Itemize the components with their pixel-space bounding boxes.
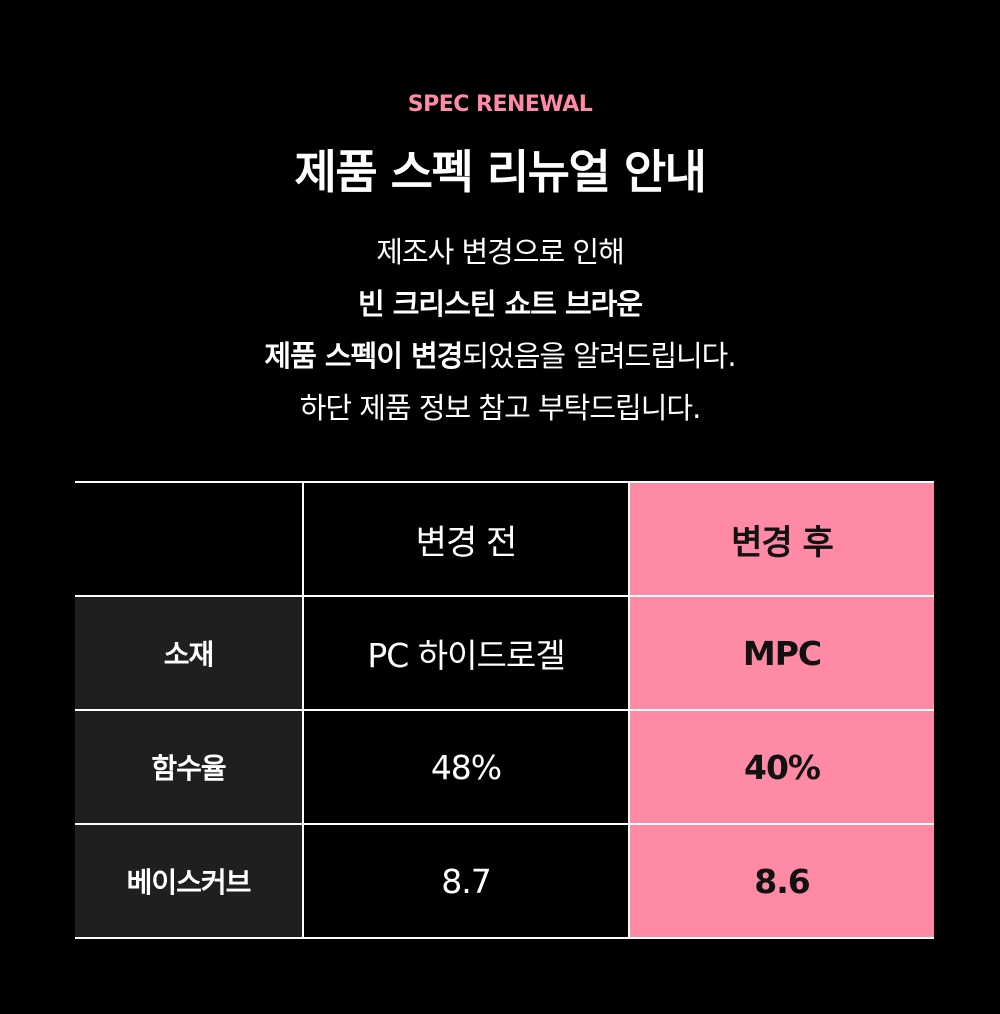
product-name: 빈 크리스틴 쇼트 브라운 <box>357 287 643 321</box>
spec-comparison-table: 변경 전 변경 후 소재 PC 하이드로겔 MPC 함수율 48% 40% 베이… <box>75 481 934 939</box>
notice-line-2: 빈 크리스틴 쇼트 브라운 <box>0 278 1000 330</box>
base-curve-after: 8.6 <box>628 823 934 938</box>
header-empty-cell <box>75 482 304 597</box>
water-content-after: 40% <box>628 709 934 825</box>
table-header-row: 변경 전 변경 후 <box>75 482 934 597</box>
notice-line-3-bold: 제품 스펙이 변경 <box>264 339 463 373</box>
notice-line-3-rest: 되었음을 알려드립니다. <box>462 339 736 373</box>
table-row: 베이스커브 8.7 8.6 <box>75 823 934 938</box>
notice-line-1: 제조사 변경으로 인해 <box>376 235 625 269</box>
notice-line-3: 제품 스펙이 변경되었음을 알려드립니다. <box>0 330 1000 382</box>
material-before: PC 하이드로겔 <box>302 595 630 711</box>
page-title: 제품 스펙 리뉴얼 안내 <box>294 145 707 199</box>
notice-line-4: 하단 제품 정보 참고 부탁드립니다. <box>299 391 702 425</box>
water-content-before: 48% <box>302 709 630 825</box>
header-before: 변경 전 <box>302 482 630 597</box>
row-label-water-content: 함수율 <box>75 709 304 825</box>
base-curve-before: 8.7 <box>302 823 630 938</box>
eyebrow-text: SPEC RENEWAL <box>407 92 593 117</box>
notice-text: 제조사 변경으로 인해 빈 크리스틴 쇼트 브라운 제품 스펙이 변경되었음을 … <box>0 226 1000 434</box>
row-label-base-curve: 베이스커브 <box>75 823 304 938</box>
row-label-material: 소재 <box>75 595 304 711</box>
table-row: 소재 PC 하이드로겔 MPC <box>75 595 934 711</box>
header-after: 변경 후 <box>628 482 934 597</box>
table-row: 함수율 48% 40% <box>75 709 934 825</box>
material-after: MPC <box>628 595 934 711</box>
